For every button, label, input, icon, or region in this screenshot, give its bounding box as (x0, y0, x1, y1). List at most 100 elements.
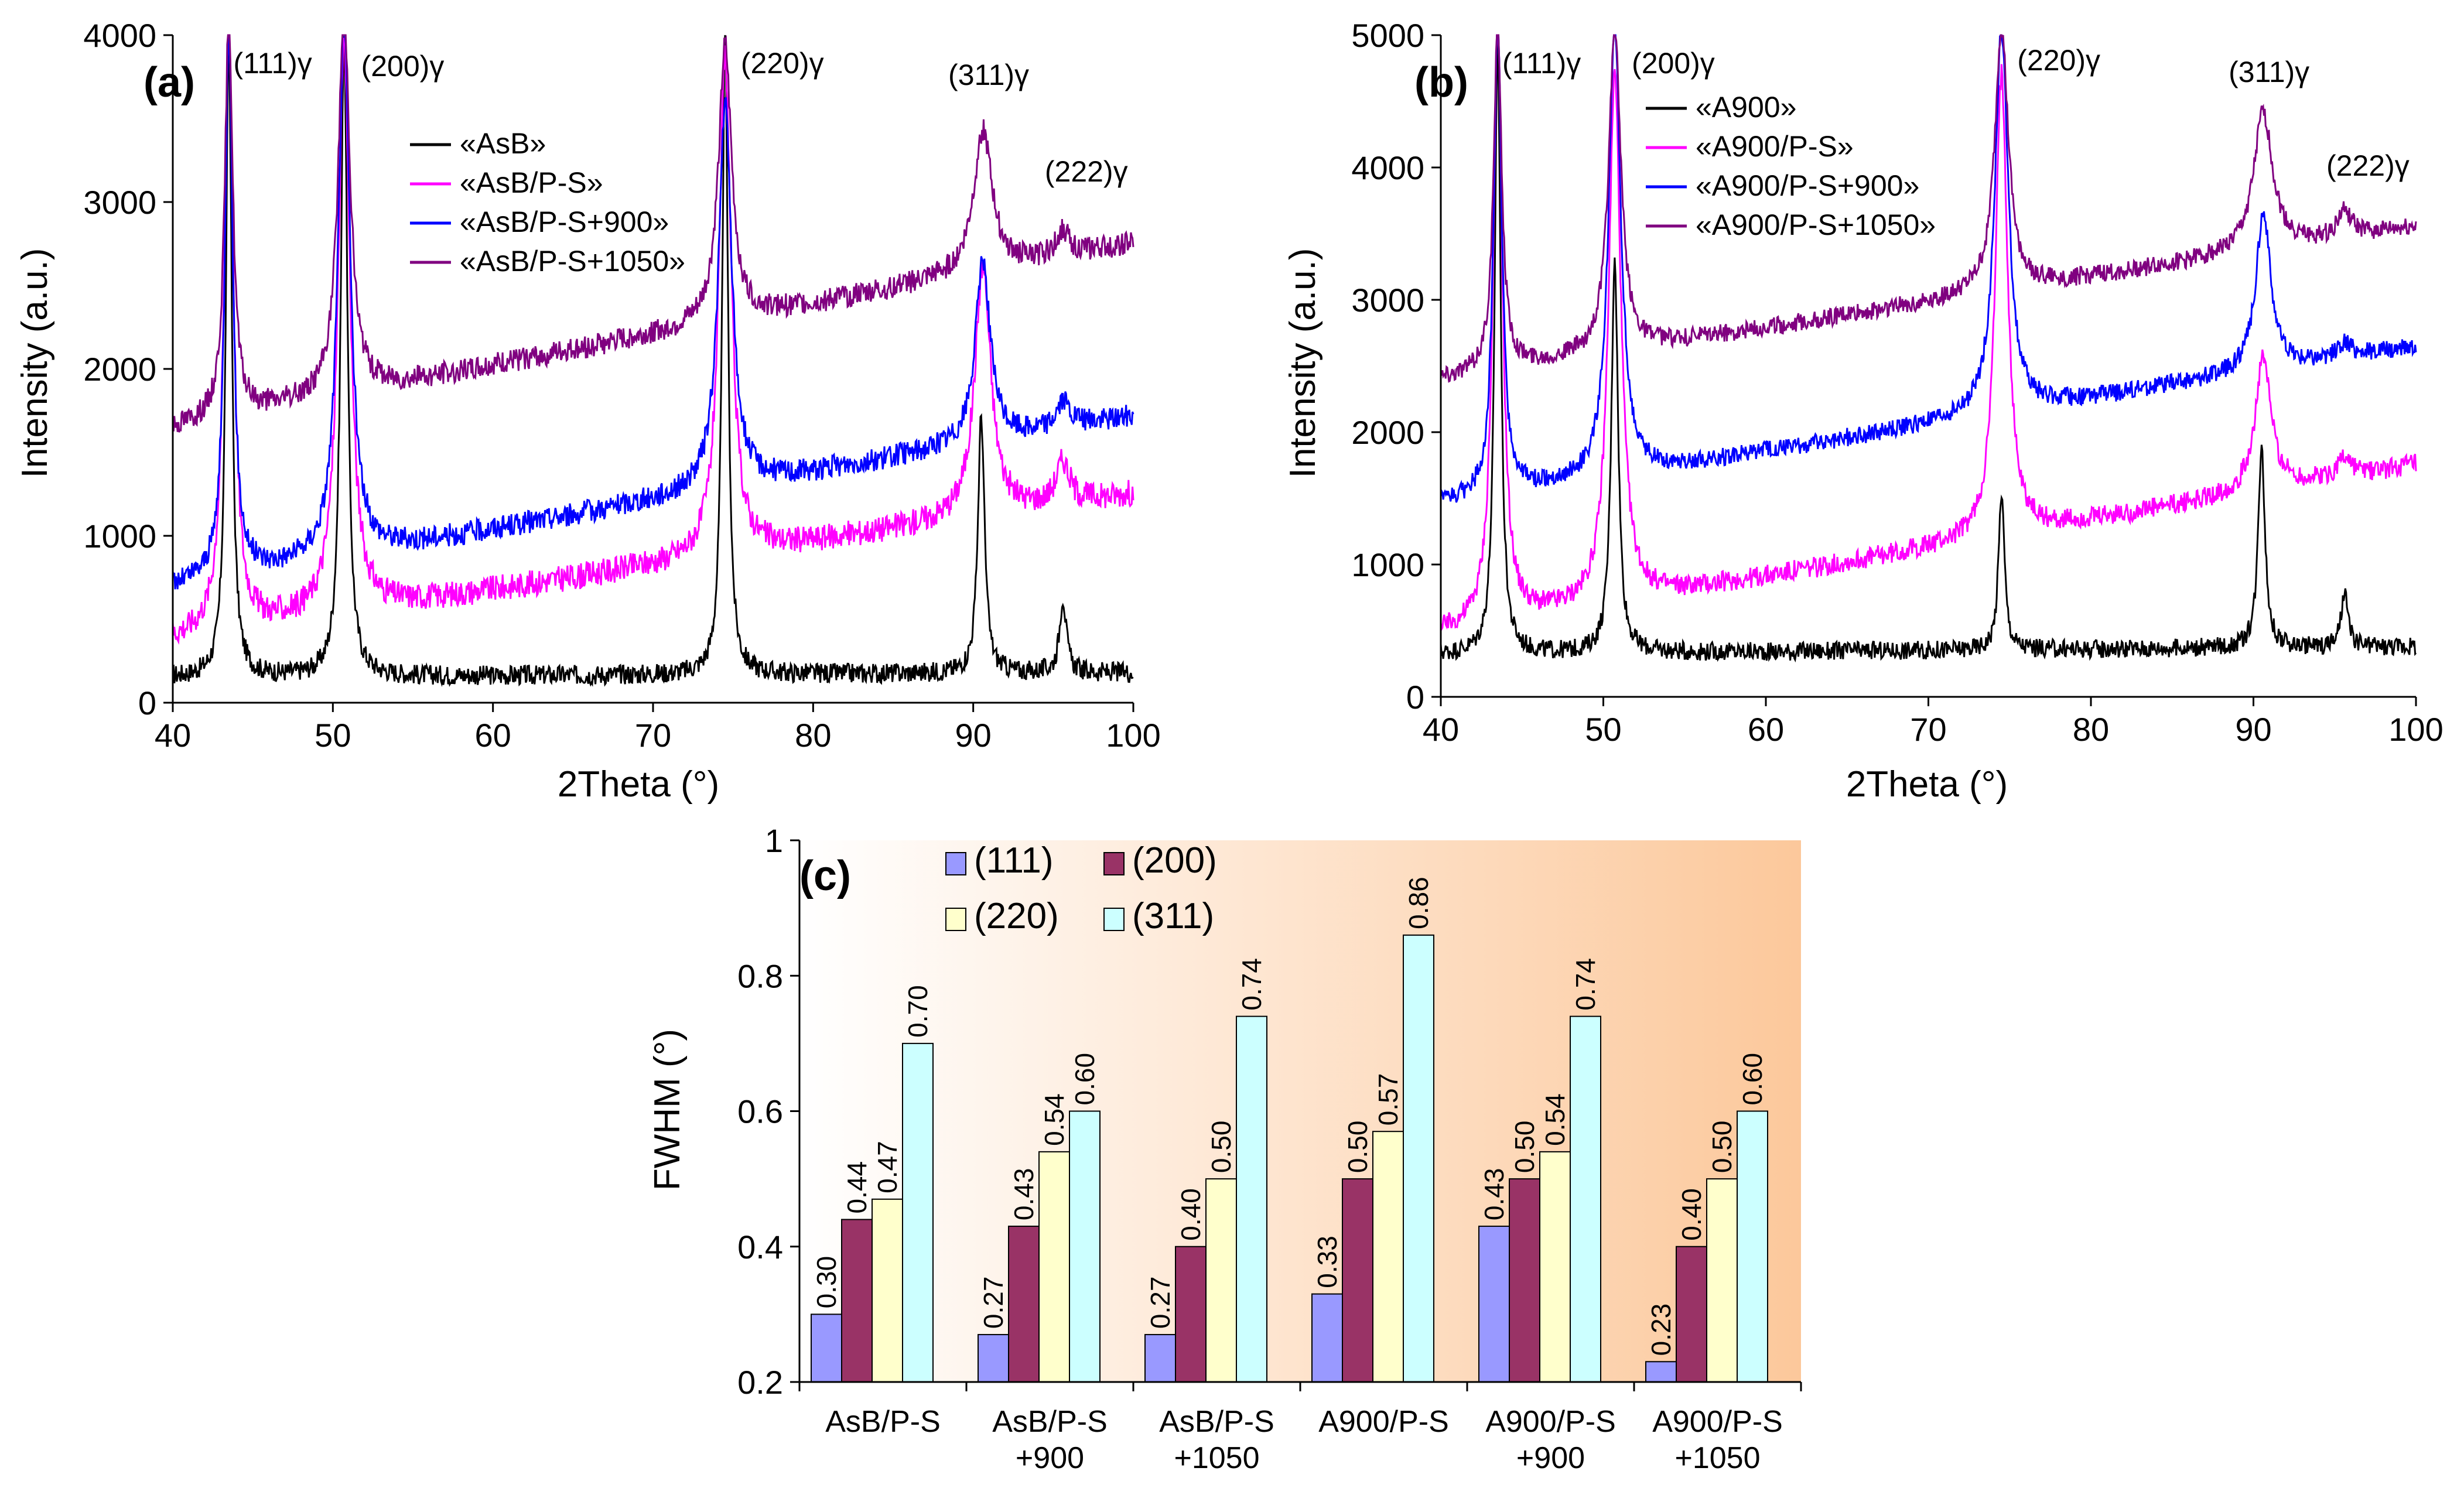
panel-b-x-tick-label: 70 (1910, 711, 1946, 748)
panel-a-legend-label: «AsB/P-S+1050» (460, 245, 685, 278)
panel-c-bar (1509, 1178, 1540, 1383)
panel-c-bar (1008, 1226, 1040, 1383)
panel-b-series-3-line (1440, 34, 2417, 503)
panel-b-x-tick-label: 40 (1423, 711, 1459, 748)
panel-c-bar-value-label: 0.60 (1737, 1053, 1768, 1106)
panel-a-series-2-line (172, 35, 1134, 645)
panel-c-legend-swatch (1103, 852, 1125, 875)
panel-c-category-label: +1050 (1674, 1441, 1760, 1475)
panel-c-bar-value-label: 0.30 (811, 1256, 842, 1309)
panel-c-bar (1737, 1110, 1768, 1383)
panel-a-series-layer (172, 34, 1134, 687)
panel-c-legend: (111) (200) (220) (311) (945, 840, 1217, 936)
panel-c-bar (978, 1334, 1009, 1383)
panel-b-peak-label: (222)γ (2326, 149, 2410, 182)
panel-a-x-tick-label: 60 (475, 717, 511, 754)
panel-a-peak-label: (222)γ (1045, 155, 1128, 188)
panel-c-bar-value-label: 0.70 (903, 985, 933, 1038)
panel-b-xrd-chart: Intensity (a.u.) 2Theta (°) (b) (111)γ (2… (1283, 17, 2444, 805)
panel-a-x-tick-label: 50 (315, 717, 351, 754)
panel-c-bar-value-label: 0.27 (978, 1277, 1009, 1329)
panel-a-y-tick-label: 3000 (83, 184, 156, 221)
panel-a-x-tick-label: 100 (1106, 717, 1160, 754)
panel-b-series-layer (1440, 34, 2417, 663)
panel-c-bars: 0.300.44 0.470.700.270.430.540.600.270.40… (811, 877, 1768, 1383)
panel-c-bar-value-label: 0.50 (1206, 1121, 1236, 1174)
panel-c-legend-label: (200) (1132, 840, 1217, 881)
panel-b-peak-labels: (111)γ (200)γ (220)γ (311)γ (222)γ (1502, 44, 2410, 182)
panel-c-bar-value-label: 0.44 (842, 1161, 872, 1214)
panel-c-bar-value-label: 0.50 (1509, 1121, 1540, 1174)
panel-a-peak-label: (311)γ (948, 59, 1029, 91)
panel-c-bar-value-label: 0.50 (1707, 1121, 1737, 1174)
panel-c-legend-label: (111) (974, 840, 1054, 881)
panel-b-legend: «A900» «A900/P-S» «A900/P-S+900» «A900/P-S+… (1646, 91, 1936, 241)
panel-c-category-label: +900 (1516, 1441, 1585, 1475)
panel-b-legend-label: «A900/P-S+900» (1696, 169, 1919, 202)
panel-c-category-label: +1050 (1174, 1441, 1259, 1475)
panel-c-bar (872, 1198, 903, 1383)
panel-c-bar (1144, 1334, 1176, 1383)
panel-c-bar (1645, 1361, 1677, 1383)
panel-b-y-tick-label: 2000 (1351, 414, 1424, 451)
panel-b-x-tick-label: 50 (1585, 711, 1621, 748)
panel-c-y-tick-label: 0.8 (737, 957, 783, 994)
panel-b-x-tick-label: 80 (2073, 711, 2109, 748)
panel-c-bar-value-label: 0.40 (1175, 1188, 1206, 1241)
panel-b-ylabel: Intensity (a.u.) (1283, 248, 1323, 478)
panel-b-x-tick-label: 100 (2388, 711, 2443, 748)
panel-c-bar (1706, 1178, 1738, 1383)
panel-a-y-tick-label: 0 (138, 685, 156, 721)
panel-b-x-tick-label: 60 (1748, 711, 1784, 748)
panel-c-ylabel: FWHM (°) (647, 1029, 688, 1190)
panel-a-x-tick-label: 40 (155, 717, 191, 754)
panel-c-bar-value-label: 0.50 (1342, 1121, 1373, 1174)
panel-c-category-label: AsB/P-S (1159, 1405, 1274, 1439)
panel-c-bar (1372, 1131, 1404, 1383)
panel-c-bar (1069, 1110, 1101, 1383)
panel-a-x-tick-label: 70 (635, 717, 671, 754)
panel-c-category-label: A900/P-S (1485, 1405, 1616, 1439)
panel-c-fwhm-bar-chart: FWHM (°) (c) 0.300.44 0.470.700.270.430.5… (647, 822, 1802, 1475)
panel-c-bar (1570, 1015, 1601, 1383)
panel-b-peak-label: (200)γ (1632, 47, 1715, 80)
panel-c-bar-value-label: 0.27 (1145, 1277, 1175, 1329)
panel-c-bar-value-label: 0.23 (1646, 1304, 1676, 1356)
panel-b-y-tick-label: 4000 (1351, 149, 1424, 186)
panel-c-legend-swatch (945, 852, 966, 875)
panel-c-category-label: A900/P-S (1652, 1405, 1783, 1439)
panel-c-category-label: AsB/P-S (992, 1405, 1108, 1439)
panel-b-legend-label: «A900» (1696, 91, 1796, 124)
panel-c-bar (902, 1042, 934, 1383)
panel-c-bar-value-label: 0.43 (1479, 1168, 1509, 1221)
panel-c-legend-label: (311) (1132, 896, 1214, 936)
panel-c-legend-swatch (945, 908, 966, 931)
panel-c-legend-swatch (1103, 908, 1125, 931)
panel-c-bar (1478, 1226, 1510, 1383)
panel-c-y-tick-label: 1 (765, 822, 783, 859)
panel-c-bar-value-label: 0.54 (1039, 1093, 1069, 1146)
panel-c-bar-value-label: 0.60 (1069, 1053, 1100, 1106)
panel-c-bar (841, 1219, 873, 1383)
panel-c-bar (1403, 934, 1434, 1383)
panel-a-ylabel: Intensity (a.u.) (15, 248, 55, 478)
panel-a-legend-label: «AsB/P-S» (460, 166, 603, 199)
panel-b-peak-label: (311)γ (2229, 56, 2309, 88)
panel-c-legend-label: (220) (974, 896, 1059, 936)
panel-b-y-tick-label: 3000 (1351, 282, 1424, 319)
panel-b-y-tick-label: 0 (1406, 679, 1424, 716)
panel-c-bar (1175, 1246, 1207, 1383)
panel-b-y-tick-label: 5000 (1351, 17, 1424, 54)
panel-c-category-label: A900/P-S (1318, 1405, 1449, 1439)
panel-c-bar-value-label: 0.33 (1312, 1236, 1342, 1288)
panel-b-series-4-line (1440, 34, 2417, 383)
panel-a-x-tick-label: 90 (955, 717, 992, 754)
panel-c-bar (1236, 1015, 1267, 1383)
panel-c-bar-value-label: 0.57 (1373, 1073, 1403, 1126)
panel-b-series-1-line (1440, 35, 2417, 663)
panel-c-y-tick-label: 0.6 (737, 1093, 783, 1130)
